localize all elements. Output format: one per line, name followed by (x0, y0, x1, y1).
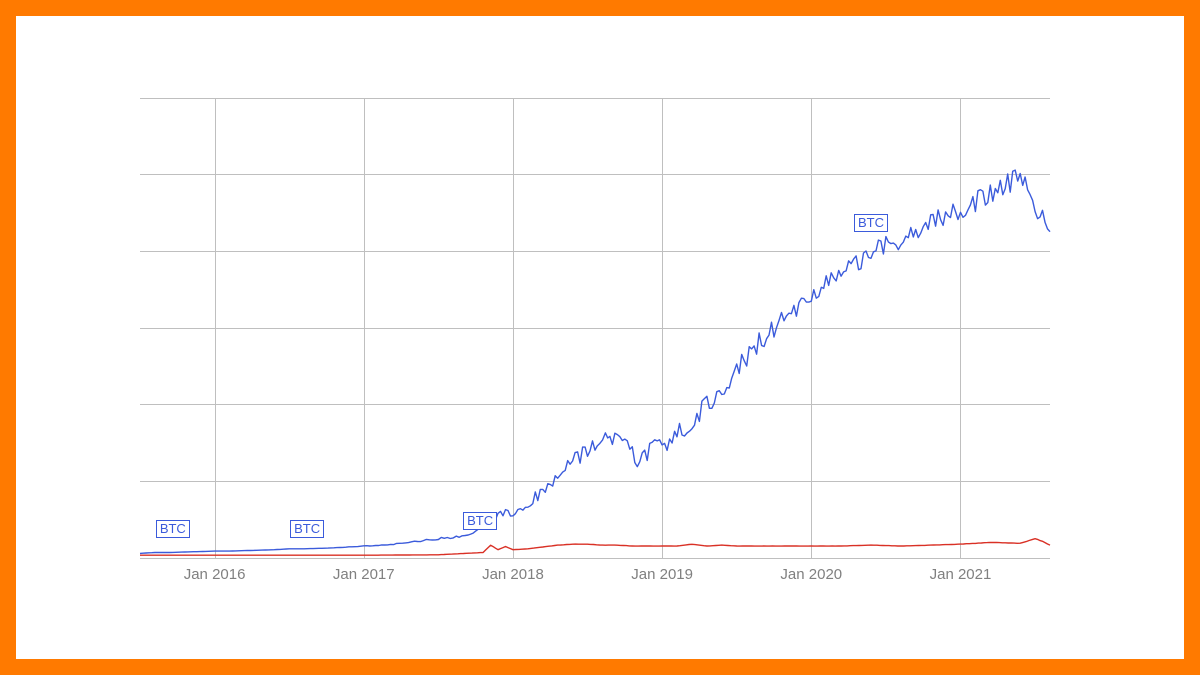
x-axis-tick-label: Jan 2018 (482, 566, 544, 583)
outer-frame: Jan 2016 Jan 2017 Jan 2018 Jan 2019 Jan 2020… (0, 0, 1200, 675)
btc-marker: BTC (156, 520, 190, 538)
series-svg (140, 98, 1050, 558)
line-chart: Jan 2016 Jan 2017 Jan 2018 Jan 2019 Jan 2020… (100, 58, 1100, 618)
btc-marker: BTC (854, 214, 888, 232)
series-red (140, 538, 1050, 555)
btc-marker: BTC (463, 512, 497, 530)
x-axis-tick-label: Jan 2020 (780, 566, 842, 583)
x-axis-tick-label: Jan 2017 (333, 566, 395, 583)
x-axis-tick-label: Jan 2016 (184, 566, 246, 583)
plot-area (140, 98, 1050, 558)
x-axis-tick-label: Jan 2021 (930, 566, 992, 583)
grid-line-horizontal (140, 558, 1050, 559)
btc-marker: BTC (290, 520, 324, 538)
x-axis-tick-label: Jan 2019 (631, 566, 693, 583)
series-blue (140, 170, 1050, 553)
